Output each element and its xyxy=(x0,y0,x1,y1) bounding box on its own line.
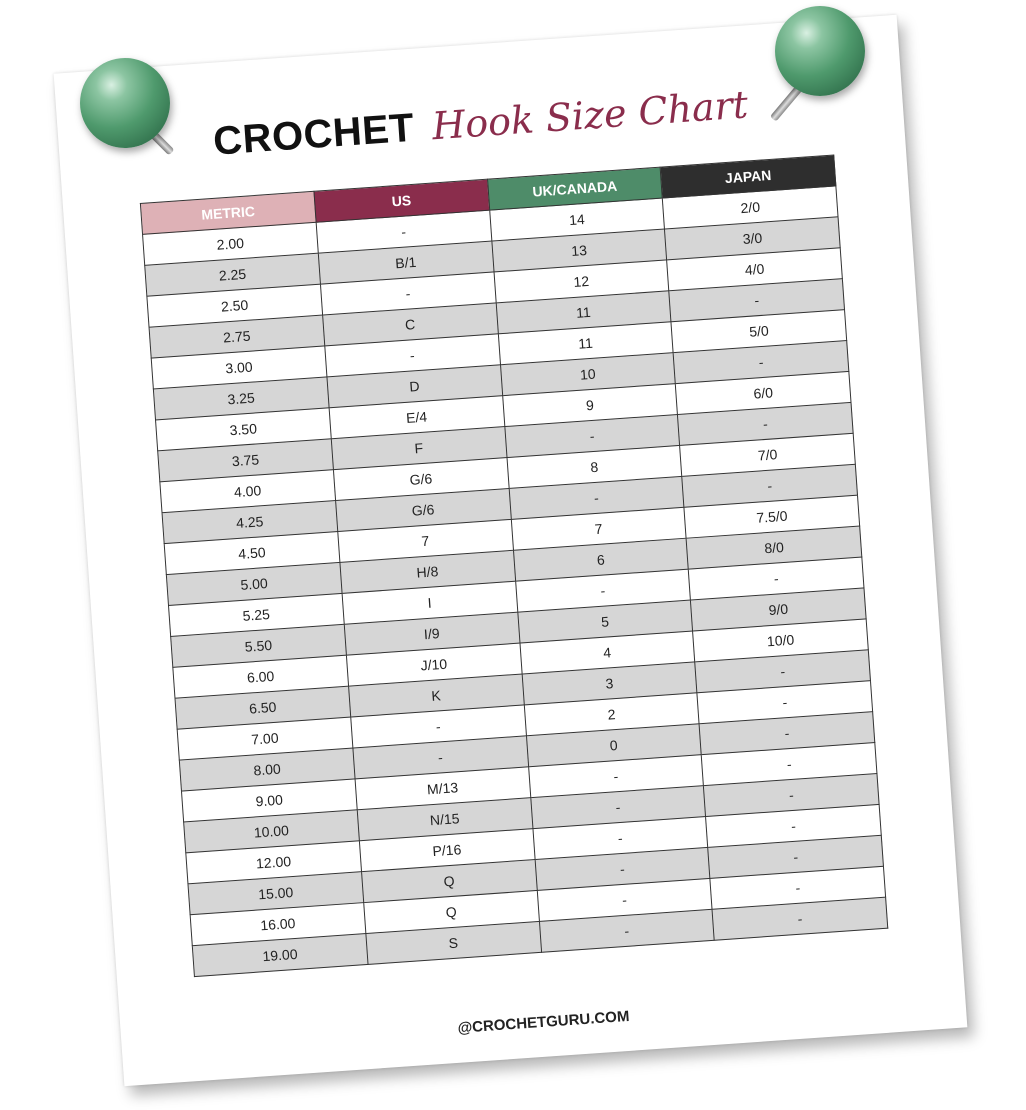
hook-size-table: METRIC US UK/CANADA JAPAN 2.00-14 2/0 2.25 B/1… xyxy=(140,154,888,977)
title-script: Hook Size Chart xyxy=(430,82,750,149)
footer-credit: @CROCHETGURU.COM xyxy=(457,1007,630,1037)
pushpin-icon xyxy=(775,6,865,96)
chart-paper: CROCHET Hook Size Chart METRIC US UK/CANADA… xyxy=(53,14,968,1087)
title-main: CROCHET xyxy=(211,105,416,164)
pushpin-icon xyxy=(80,58,170,148)
